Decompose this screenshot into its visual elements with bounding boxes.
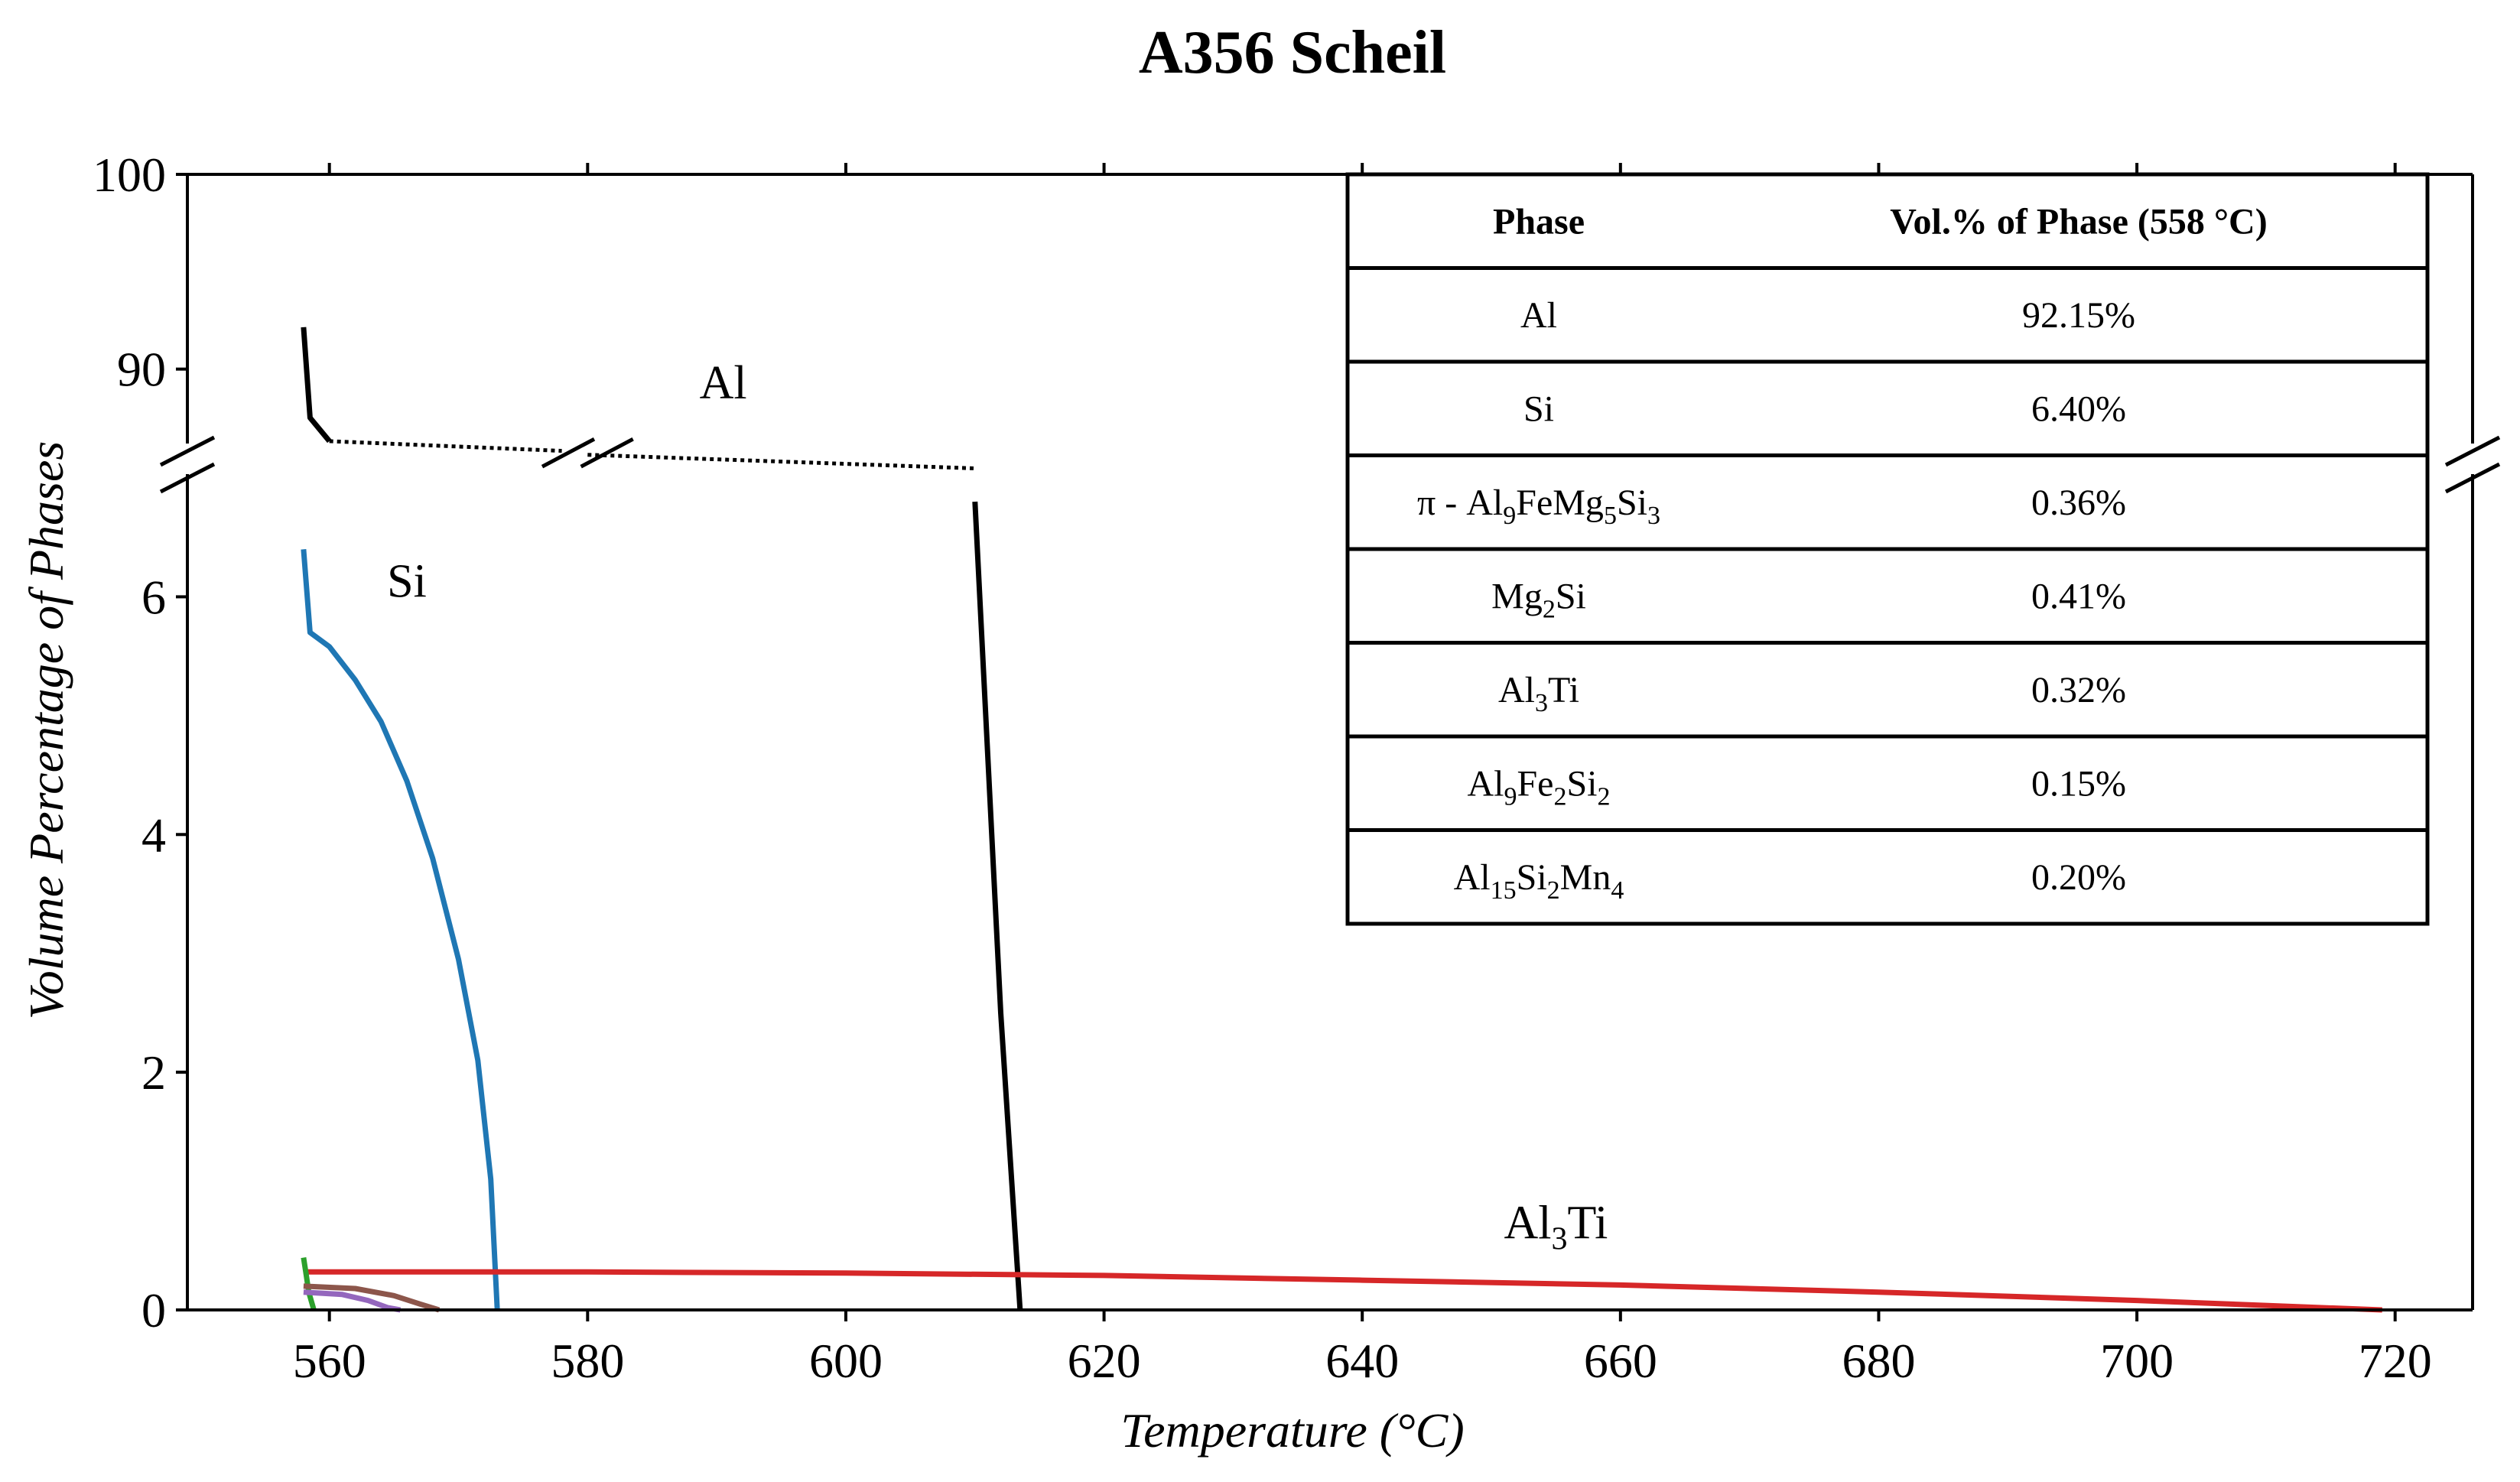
series-al3ti-line xyxy=(303,1269,2382,1313)
series-al-line-1 xyxy=(329,439,562,453)
series-si-line xyxy=(301,549,500,1311)
table-cell-phase: Si xyxy=(1523,388,1554,429)
x-tick-label: 640 xyxy=(1325,1334,1399,1388)
table-cell-phase: Al15Si2Mn4 xyxy=(1454,857,1624,905)
table-header-phase: Phase xyxy=(1493,201,1585,242)
annotation-si: Si xyxy=(387,555,427,607)
line-break-mark xyxy=(580,437,634,469)
y-tick-label: 90 xyxy=(117,343,166,397)
table-cell-phase: Al xyxy=(1520,295,1557,336)
axis-break-mark xyxy=(2444,462,2501,494)
tick-labels: 560 580 600 620 640 660 680 700 720 0 2 4 6 90 100 xyxy=(93,148,2432,1388)
x-tick-label: 580 xyxy=(551,1334,624,1388)
series-al-line-3 xyxy=(972,501,1023,1311)
x-axis-label: Temperature (°C) xyxy=(1120,1403,1464,1458)
table-cell-value: 0.41% xyxy=(2031,576,2126,616)
x-tick-label: 560 xyxy=(293,1334,366,1388)
table-cell-value: 0.20% xyxy=(2031,857,2126,898)
x-tick-label: 720 xyxy=(2359,1334,2432,1388)
series-phase-3-line xyxy=(301,1257,317,1311)
annotations: Al Si Al3Ti xyxy=(387,357,1608,1257)
series-al-line-2 xyxy=(587,453,975,470)
table-cell-phase: Al3Ti xyxy=(1498,670,1579,717)
axis-break-mark xyxy=(159,435,216,467)
table-cell-phase: Mg2Si xyxy=(1491,576,1586,623)
table-cell-value: 6.40% xyxy=(2031,388,2126,429)
annotation-al: Al xyxy=(700,357,747,409)
x-tick-label: 680 xyxy=(1842,1334,1915,1388)
y-tick-label: 4 xyxy=(141,808,166,862)
table-header-volume: Vol.% of Phase (558 °C) xyxy=(1890,201,2267,242)
table-cell-value: 92.15% xyxy=(2022,295,2135,336)
phase-table: Phase Vol.% of Phase (558 °C) Al 92.15% Si 6.… xyxy=(1345,172,2430,926)
table-cell-value: 0.15% xyxy=(2031,763,2126,804)
x-tick-label: 700 xyxy=(2100,1334,2174,1388)
table-cell-value: 0.36% xyxy=(2031,483,2126,523)
y-tick-label: 6 xyxy=(141,570,166,624)
series-al-line-0 xyxy=(301,327,332,444)
y-axis-label: Volume Percentage of Phases xyxy=(19,441,73,1020)
x-tick-label: 620 xyxy=(1068,1334,1141,1388)
table-cell-value: 0.32% xyxy=(2031,670,2126,710)
table-cell-phase: π - Al9FeMg5Si3 xyxy=(1417,483,1660,530)
x-tick-label: 600 xyxy=(809,1334,883,1388)
y-tick-label: 0 xyxy=(141,1283,166,1337)
plot-lines xyxy=(301,327,2382,1313)
series-phase-4-line xyxy=(303,1283,441,1313)
table-cell-phase: Al9Fe2Si2 xyxy=(1467,763,1610,811)
line-break-mark xyxy=(541,437,596,469)
axis-break-mark xyxy=(159,462,216,494)
axis-break-mark xyxy=(2444,435,2501,467)
chart-title: A356 Scheil xyxy=(1139,19,1446,86)
y-tick-label: 2 xyxy=(141,1045,166,1100)
x-tick-label: 660 xyxy=(1584,1334,1657,1388)
annotation-al3ti: Al3Ti xyxy=(1504,1198,1608,1257)
series-phase-5-line xyxy=(303,1289,402,1313)
y-tick-label: 100 xyxy=(93,148,166,202)
